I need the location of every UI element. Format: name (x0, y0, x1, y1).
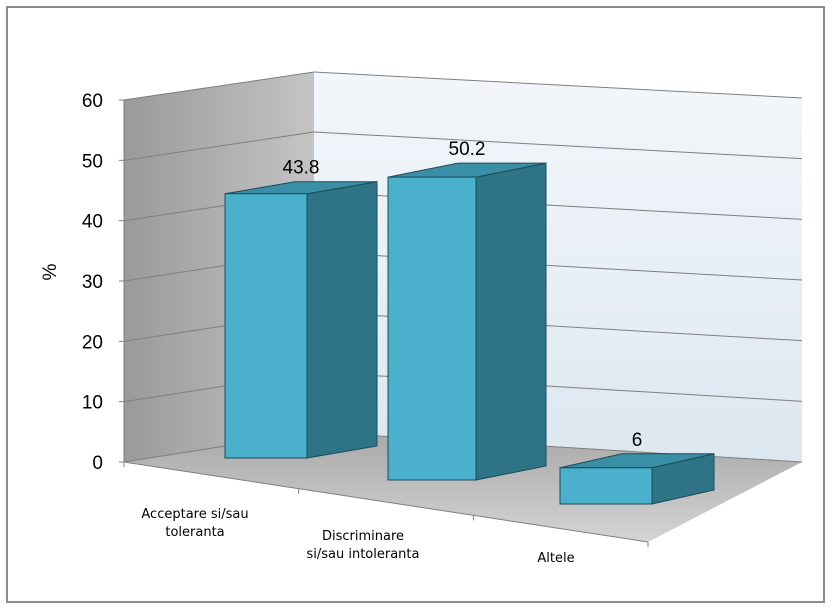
y-tick-label: 0 (92, 453, 103, 474)
bar (224, 181, 378, 459)
y-tick-label: 20 (82, 332, 103, 353)
gridline-back (313, 131, 803, 160)
bar (559, 453, 715, 505)
y-tick-label: 50 (82, 151, 103, 172)
y-axis-ticks: 0 10 20 30 40 50 60 (82, 91, 124, 474)
y-tick-label: 30 (82, 272, 103, 293)
gridline-side (123, 71, 315, 101)
gridline-side (123, 131, 315, 161)
data-label: 6 (632, 430, 643, 451)
category-label: Altele (537, 551, 574, 566)
category-label: Acceptare si/sau toleranta (141, 507, 248, 540)
bar-front-face (387, 176, 477, 481)
category-labels: Acceptare si/sau toleranta Discriminare si/… (141, 507, 574, 566)
y-tick-label: 40 (82, 212, 103, 233)
data-label: 50.2 (449, 139, 486, 160)
y-tick-label: 10 (82, 393, 103, 414)
category-label: Discriminare si/sau intoleranta (306, 529, 419, 562)
back-wall (314, 72, 802, 462)
y-axis-title: % (40, 263, 61, 280)
data-label: 43.8 (283, 158, 320, 179)
x-axis-line (123, 461, 649, 543)
y-tick-label: 60 (82, 91, 103, 112)
bars (224, 162, 715, 505)
x-axis-ticks (123, 462, 649, 547)
gridline-back (313, 71, 803, 99)
bar-front-face (224, 193, 308, 459)
bar-side-face (306, 181, 378, 459)
bar (387, 162, 547, 481)
bar-side-face (475, 162, 547, 481)
bar-front-face (559, 467, 653, 505)
data-labels: 43.8 50.2 6 (283, 139, 643, 451)
